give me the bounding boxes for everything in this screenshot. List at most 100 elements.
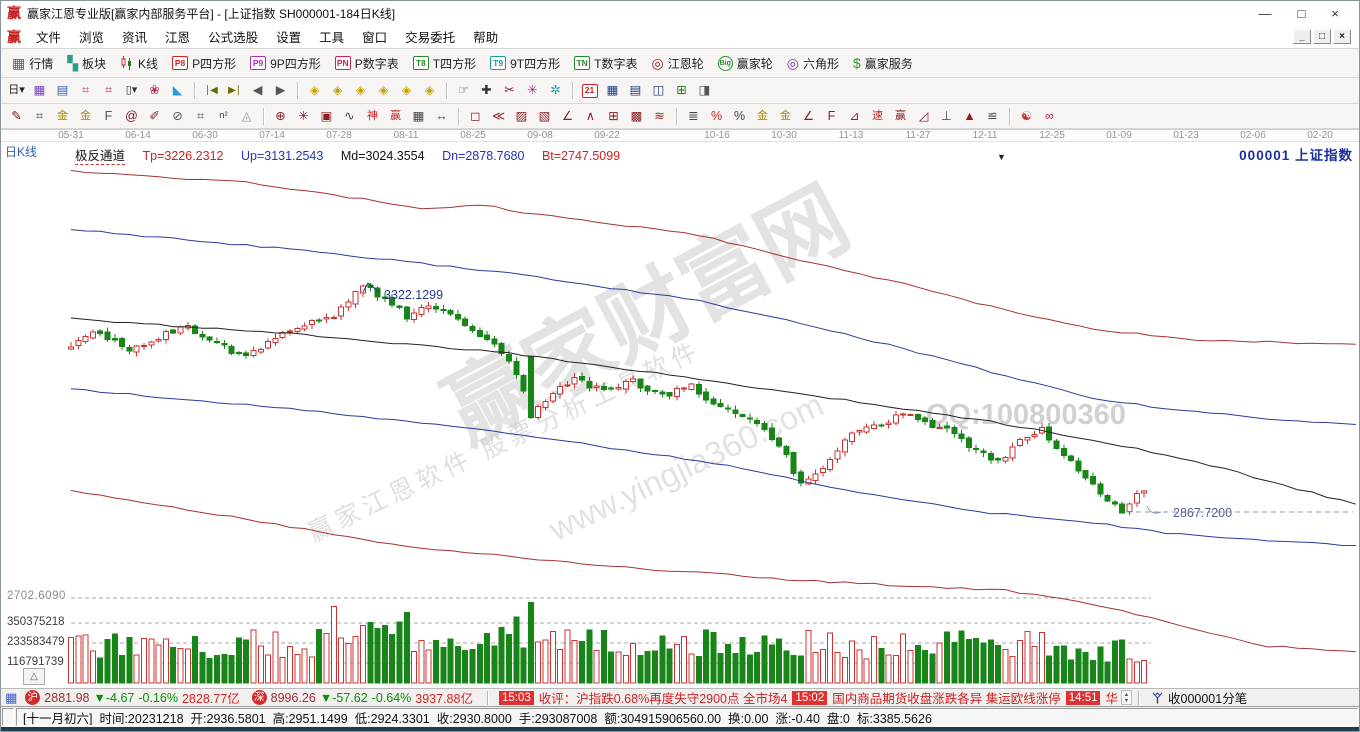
expand-horizontal-tool[interactable]: ◈ <box>350 81 371 100</box>
save-tool[interactable]: ◫ <box>648 81 669 100</box>
hexagon-button[interactable]: ◎ 六角形 <box>780 54 846 73</box>
t-square-button[interactable]: T8 T四方形 <box>406 54 483 73</box>
expand-right-tool[interactable]: ◈ <box>327 81 348 100</box>
t-number-table-button[interactable]: TN T数字表 <box>567 54 644 73</box>
menu-browse[interactable]: 浏览 <box>79 31 105 45</box>
gold-retrace-tool[interactable]: 金 <box>752 107 773 126</box>
grid-tool[interactable]: ⌗ <box>29 107 50 126</box>
clip-tool[interactable]: ✂ <box>499 81 520 100</box>
menu-file[interactable]: 文件 <box>36 31 62 45</box>
next-bar-button[interactable]: ▶ <box>270 81 291 100</box>
compress-vertical-tool[interactable]: ◈ <box>419 81 440 100</box>
chart-grid-3-icon[interactable]: ⌗ <box>75 81 96 100</box>
kline-button[interactable]: K线 <box>113 54 165 73</box>
fibonacci-tool[interactable]: F <box>98 107 119 126</box>
menu-help[interactable]: 帮助 <box>473 31 499 45</box>
hatch-box-tool[interactable]: ▧ <box>534 107 555 126</box>
winner-line-tool[interactable]: 赢 <box>890 107 911 126</box>
expand-vertical-tool[interactable]: ◈ <box>396 81 417 100</box>
dense-box-tool[interactable]: ▩ <box>626 107 647 126</box>
chart-grid-9-icon[interactable]: ⌗ <box>98 81 119 100</box>
speed-line-tool[interactable]: 速 <box>867 107 888 126</box>
nine-p-square-button[interactable]: P9 9P四方形 <box>243 54 328 73</box>
info-panel-icon[interactable]: ▤ <box>52 81 73 100</box>
ruler-grid-tool[interactable]: ▦ <box>408 107 429 126</box>
market-quotes-button[interactable]: ▦ 行情 <box>5 54 60 73</box>
p-square-button[interactable]: P8 P四方形 <box>165 54 243 73</box>
first-bar-button[interactable]: ∣◀ <box>201 81 222 100</box>
compress-horizontal-tool[interactable]: ◈ <box>373 81 394 100</box>
winner-service-button[interactable]: $ 赢家服务 <box>846 54 920 73</box>
gann-wheel-button[interactable]: ◎ 江恩轮 <box>644 54 710 73</box>
color-chart-icon[interactable]: ◣ <box>167 81 188 100</box>
close-button[interactable]: × <box>1331 5 1339 21</box>
news-scroll-spinner[interactable]: ▲ ▼ <box>1121 690 1132 705</box>
list-measure-tool[interactable]: ≣ <box>683 107 704 126</box>
f-angle-tool[interactable]: F <box>821 107 842 126</box>
triangle-tool[interactable]: ⊿ <box>844 107 865 126</box>
hand-tool[interactable]: ☞ <box>453 81 474 100</box>
export-tool[interactable]: ⊞ <box>671 81 692 100</box>
flower-pattern-icon[interactable]: ❀ <box>144 81 165 100</box>
congruence-tool[interactable]: ≌ <box>982 107 1003 126</box>
brush-tool[interactable]: ✐ <box>144 107 165 126</box>
taichi-tool[interactable]: ☯ <box>1016 107 1037 126</box>
grid-box-tool[interactable]: ⊞ <box>603 107 624 126</box>
nine-t-square-button[interactable]: T9 9T四方形 <box>483 54 567 73</box>
gann-circle-tool[interactable]: ⊕ <box>270 107 291 126</box>
candle-style-selector[interactable]: ▯▾ <box>121 81 142 100</box>
mdi-minimize-button[interactable]: _ <box>1293 29 1311 44</box>
printer-tool[interactable]: ◨ <box>694 81 715 100</box>
zigzag-tool[interactable]: ∧ <box>580 107 601 126</box>
calendar-tool[interactable]: 21 <box>579 81 600 100</box>
p-number-table-button[interactable]: PN P数字表 <box>328 54 406 73</box>
dense-grid-tool[interactable]: ⌗ <box>190 107 211 126</box>
crosshair-tool[interactable]: ✚ <box>476 81 497 100</box>
percent-tool[interactable]: % <box>729 107 750 126</box>
news-headline[interactable]: 华 <box>1105 692 1118 706</box>
news-headline[interactable]: 收评：沪指跌0.68%再度失守2900点 全市场4 <box>538 692 788 706</box>
box-tool[interactable]: ◻ <box>465 107 486 126</box>
speed-resistance-tool[interactable]: ◿ <box>913 107 934 126</box>
winner-wheel-button[interactable]: Big 赢家轮 <box>711 54 780 73</box>
gold-square-tool[interactable]: 金 <box>75 107 96 126</box>
pen-tool[interactable]: ✎ <box>6 107 27 126</box>
mdi-restore-button[interactable]: □ <box>1313 29 1331 44</box>
perpendicular-tool[interactable]: ⊥ <box>936 107 957 126</box>
menu-formula-stock-pick[interactable]: 公式选股 <box>208 31 259 45</box>
menu-gann[interactable]: 江恩 <box>165 31 191 45</box>
shaded-box-tool[interactable]: ▨ <box>511 107 532 126</box>
gold-grid-tool[interactable]: 金 <box>52 107 73 126</box>
analysis-tool[interactable]: ✲ <box>545 81 566 100</box>
n-square-tool[interactable]: n² <box>213 107 234 126</box>
percent-red-tool[interactable]: % <box>706 107 727 126</box>
restore-button[interactable]: □ <box>1297 5 1306 21</box>
width-measure-tool[interactable]: ↔ <box>431 107 452 126</box>
menu-tools[interactable]: 工具 <box>319 31 345 45</box>
angle-tool[interactable]: ∠ <box>557 107 578 126</box>
mdi-close-button[interactable]: × <box>1333 29 1351 44</box>
wave-tool[interactable]: ∿ <box>339 107 360 126</box>
news-headline[interactable]: 国内商品期货收盘涨跌各异 集运欧线涨停 <box>832 692 1061 706</box>
trend-angle-tool[interactable]: ∠ <box>798 107 819 126</box>
pattern-window-icon[interactable]: ▦ <box>29 81 50 100</box>
menu-window[interactable]: 窗口 <box>362 31 388 45</box>
menu-settings[interactable]: 设置 <box>276 31 302 45</box>
spiral-tool[interactable]: @ <box>121 107 142 126</box>
parallel-lines-tool[interactable]: ≋ <box>649 107 670 126</box>
minimize-button[interactable]: — <box>1258 5 1272 21</box>
infinity-tool[interactable]: ∞ <box>1039 107 1060 126</box>
quotes-grid-icon[interactable]: ▦ <box>5 689 18 705</box>
volume-expand-button[interactable]: △ <box>23 668 45 685</box>
menu-news[interactable]: 资讯 <box>122 31 148 45</box>
expand-left-tool[interactable]: ◈ <box>304 81 325 100</box>
sectors-button[interactable]: ▚ 板块 <box>60 54 113 73</box>
period-selector[interactable]: 日▾ <box>6 81 27 100</box>
notes-tool[interactable]: ▤ <box>625 81 646 100</box>
calculator-tool[interactable]: ▦ <box>602 81 623 100</box>
circle-divide-tool[interactable]: ⊘ <box>167 107 188 126</box>
cone-tool[interactable]: ◬ <box>236 107 257 126</box>
boxed-square-tool[interactable]: ▣ <box>316 107 337 126</box>
menu-trade-order[interactable]: 交易委托 <box>405 31 456 45</box>
